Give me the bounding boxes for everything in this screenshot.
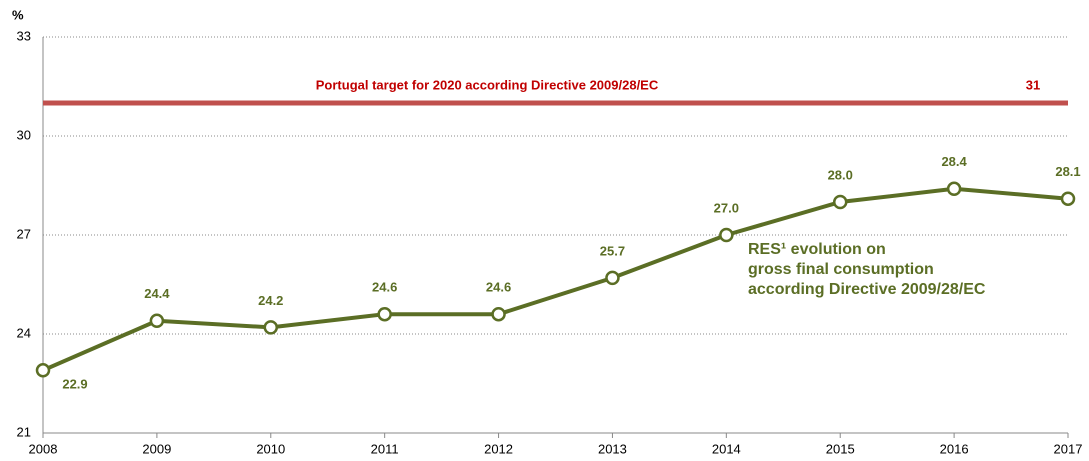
value-label: 25.7 — [600, 243, 625, 258]
point — [491, 306, 506, 322]
x-tick-label: 2010 — [256, 441, 285, 456]
x-tick-label: 2013 — [598, 441, 627, 456]
point — [35, 363, 51, 378]
series-line — [42, 186, 1069, 373]
point — [605, 270, 620, 286]
x-tick-label: 2008 — [29, 441, 58, 456]
annotation: RES¹ evolution on — [748, 241, 886, 258]
value-label: 24.6 — [486, 280, 511, 295]
value-label: 22.9 — [62, 377, 87, 392]
point — [263, 320, 279, 335]
y-tick-label: 30 — [17, 127, 31, 142]
y-tick-label: 24 — [17, 325, 31, 340]
x-tick-label: 2012 — [484, 441, 513, 456]
y-tick-label: 33 — [17, 28, 31, 43]
point — [377, 306, 392, 322]
y-tick-label: 21 — [17, 424, 31, 439]
y-tick-label: 27 — [17, 226, 31, 241]
point — [719, 227, 734, 243]
point — [1060, 191, 1076, 206]
value-label: 24.4 — [144, 286, 170, 301]
x-tick-label: 2009 — [142, 441, 171, 456]
value-label: 24.2 — [258, 293, 283, 308]
target-label: Portugal target for 2020 according Direc… — [316, 77, 659, 92]
point — [149, 313, 165, 329]
value-label: 28.1 — [1055, 164, 1080, 179]
x-tick-label: 2016 — [940, 441, 969, 456]
value-label: 28.0 — [828, 167, 853, 182]
x-tick-label: 2015 — [826, 441, 855, 456]
value-label: 24.6 — [372, 280, 397, 295]
x-tick-label: 2011 — [371, 441, 399, 456]
x-tick-label: 2014 — [712, 441, 741, 456]
point — [946, 181, 962, 197]
target-value: 31 — [1026, 77, 1040, 92]
annotation: according Directive 2009/28/EC — [748, 281, 986, 298]
value-label: 27.0 — [714, 200, 739, 215]
point — [832, 194, 848, 210]
x-tick-label: 2017 — [1054, 441, 1083, 456]
annotation: gross final consumption — [748, 261, 934, 278]
y-unit: % — [12, 7, 24, 22]
value-label: 28.4 — [941, 154, 967, 169]
